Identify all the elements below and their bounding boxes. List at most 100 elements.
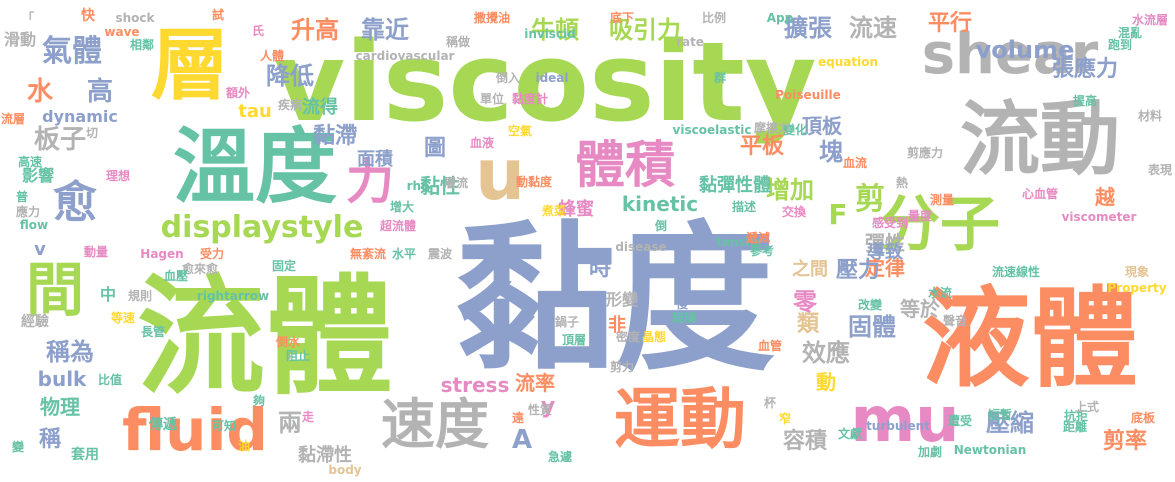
word-cloud-word: 現象	[1124, 265, 1150, 279]
word-cloud-word: bulk	[37, 367, 87, 391]
word-cloud-word: 等速	[110, 311, 136, 325]
word-cloud-word: 流動	[960, 93, 1120, 186]
word-cloud-word: tau	[238, 101, 272, 122]
word-cloud-word: 動	[816, 370, 836, 394]
word-cloud-word: 愈來愈	[181, 262, 219, 276]
word-cloud-word: 剪應力	[906, 146, 944, 160]
word-cloud-word: 倒水	[275, 335, 301, 349]
word-cloud-word: 距離	[1062, 420, 1088, 434]
word-cloud-word: 快	[81, 8, 95, 24]
word-cloud-word: 遭受	[947, 414, 973, 428]
word-cloud-word: 血管	[757, 339, 783, 353]
word-cloud-word: viscometer	[1061, 210, 1137, 224]
word-cloud-word: 摩擦力	[753, 121, 791, 135]
word-cloud-word: 液體	[921, 277, 1139, 402]
word-cloud-word: 玻璃	[671, 311, 697, 325]
word-cloud-word: 等於	[900, 297, 940, 321]
word-cloud-word: 增大	[389, 200, 415, 214]
word-cloud-word: 切	[85, 126, 99, 140]
word-cloud-word: 熱	[895, 176, 909, 190]
word-cloud-word: 黏彈性體	[699, 175, 771, 196]
word-cloud-word: 底下	[609, 11, 635, 25]
word-cloud-word: 性質	[527, 403, 553, 417]
word-cloud-word: 量度	[907, 209, 933, 223]
word-cloud-word: 流層	[0, 112, 26, 126]
word-cloud-word: 物理	[40, 395, 80, 419]
word-cloud-word: body	[328, 463, 362, 477]
word-cloud-word: 靠近	[361, 16, 409, 44]
word-cloud-word: 吸引力	[609, 16, 681, 44]
word-cloud-word: Property	[1107, 281, 1167, 295]
word-cloud-word: 升高	[291, 16, 339, 44]
word-cloud-word: fluid	[122, 396, 268, 464]
word-cloud-word: 跑到	[1107, 38, 1133, 52]
word-cloud-word: 普	[15, 190, 29, 204]
word-cloud-word: 受力	[199, 247, 225, 261]
word-cloud-word: 黏性	[420, 174, 460, 198]
word-cloud-word: 彈性	[865, 231, 905, 255]
word-cloud-word: 長管	[140, 325, 166, 339]
word-cloud-word: 阻止	[285, 349, 311, 363]
word-cloud-word: 非	[608, 315, 626, 336]
word-cloud-word: 影響	[21, 166, 55, 185]
word-cloud-word: stress	[440, 373, 510, 397]
word-cloud-word: 提高	[1072, 94, 1098, 108]
word-cloud-word: 套用	[71, 447, 99, 463]
word-cloud-word: 稱為	[46, 338, 94, 366]
word-cloud-word: 比值	[97, 373, 123, 387]
word-cloud-word: displaystyle	[160, 210, 364, 245]
word-cloud-word: 增加	[766, 176, 814, 204]
word-cloud-word: Poiseuille	[775, 88, 841, 102]
word-cloud-word: v	[34, 239, 46, 260]
word-cloud-word: 愈	[53, 177, 97, 228]
word-cloud-word: 壓力	[835, 258, 881, 283]
word-cloud-word: 窄	[778, 412, 792, 426]
word-cloud-word: 血液	[469, 136, 495, 150]
word-cloud-word: rightarrow	[196, 289, 270, 303]
word-cloud-word: 上式	[1074, 400, 1100, 414]
word-cloud-word: 超流體	[379, 219, 417, 233]
word-cloud-word: 分子	[880, 190, 1000, 260]
word-cloud-word: mu	[850, 383, 960, 456]
word-cloud-word: 動量	[83, 245, 109, 259]
word-cloud-word: 黏滯	[312, 124, 358, 149]
word-cloud-word: 相鄰	[129, 38, 155, 52]
word-cloud-word: 試	[211, 8, 225, 22]
word-cloud-word: 兩	[278, 409, 302, 437]
word-cloud-word: 短暫	[987, 408, 1013, 422]
word-cloud-word: 水	[26, 77, 54, 107]
word-cloud-word: 倒入	[495, 71, 521, 85]
word-cloud-word: 運動	[614, 381, 746, 458]
word-cloud-word: 導致	[867, 242, 903, 263]
word-cloud-word: 混亂	[1117, 26, 1143, 40]
word-cloud-word: 面積	[357, 149, 393, 170]
word-cloud-word: 無紊流	[349, 247, 387, 261]
word-cloud-word: F	[828, 198, 848, 231]
word-cloud-word: viscoelastic	[672, 123, 752, 137]
word-cloud-word: 頂板	[802, 114, 842, 138]
word-cloud-word: 速度	[381, 393, 489, 456]
word-cloud-word: 蜂蜜	[558, 199, 594, 220]
word-cloud-word: 容積	[782, 429, 828, 454]
word-cloud-word: 平行	[927, 11, 973, 36]
word-cloud-word: 群	[713, 71, 727, 85]
word-cloud-word: 剪力	[609, 360, 635, 374]
word-cloud-word: 擴張	[784, 14, 832, 42]
word-cloud-word: 油	[237, 439, 251, 453]
word-cloud-word: 單位	[479, 92, 505, 106]
word-cloud-word: 定律	[865, 256, 905, 280]
word-cloud-word: 中	[99, 285, 117, 304]
word-cloud-word: 急遽	[547, 450, 573, 464]
word-cloud-word: 氣體	[42, 34, 102, 69]
word-cloud-word: cardiovascular	[355, 49, 455, 63]
word-cloud-word: 稱做	[445, 35, 471, 49]
word-cloud-word: shock	[115, 11, 155, 25]
word-cloud-word: 高	[86, 77, 114, 107]
word-cloud-word: 圖	[423, 136, 447, 161]
word-cloud-word: 傳遞	[149, 417, 177, 433]
word-cloud-word: 感受到	[871, 216, 909, 230]
word-cloud-word: 壓縮	[986, 409, 1034, 437]
word-cloud-word: 空氣	[507, 124, 533, 138]
word-cloud-word: 降低	[266, 62, 314, 90]
word-cloud-word: shear	[921, 22, 1099, 87]
